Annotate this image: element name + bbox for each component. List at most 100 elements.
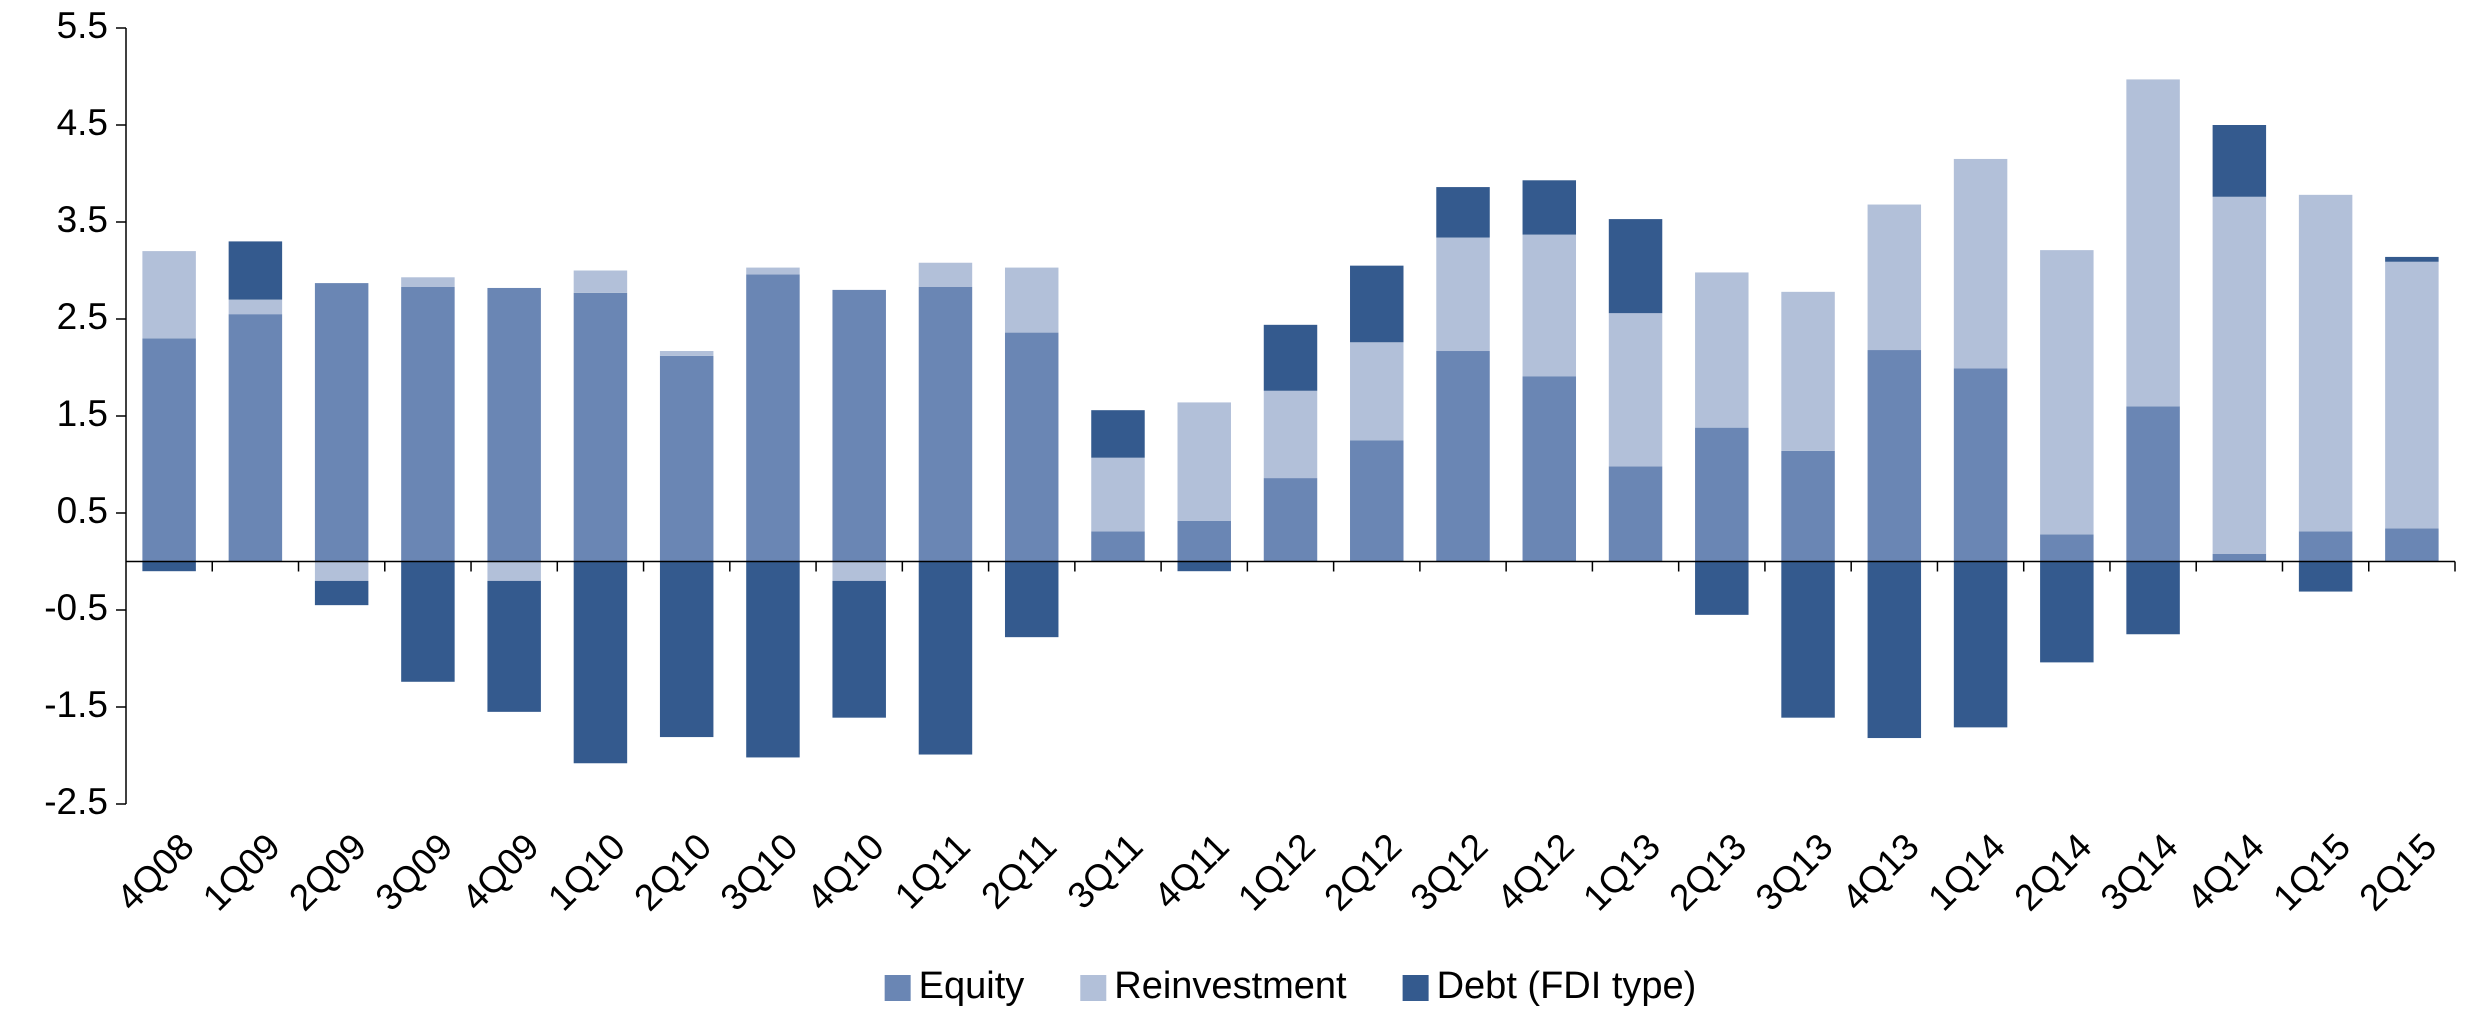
bar-segment [401,277,455,287]
bar-segment [573,561,628,764]
bar-segment [746,561,800,758]
y-tick-label: 0.5 [57,490,108,531]
legend-swatch [1080,975,1107,1001]
bar-segment [142,338,196,562]
bar-segment [832,561,886,581]
x-tick-label: 1Q11 [887,826,978,917]
bar-segment [487,580,541,712]
x-tick-label: 1Q10 [540,826,633,919]
bar-segment [2385,261,2439,529]
y-tick-label: 3.5 [57,199,108,240]
legend: Equity Reinvestment Debt (FDI type) [884,965,1697,1007]
bar-segment [1263,478,1318,562]
x-tick-label: 4Q08 [109,826,202,919]
bar-segment [1522,180,1577,235]
bar-segment [1608,466,1663,562]
x-tick-label: 2Q13 [1661,826,1754,919]
bar-segment [1350,440,1404,562]
bar-segment [1436,237,1490,352]
bar-segment [142,561,196,572]
bar-segment [1781,450,1835,562]
bar-segment [1004,561,1059,638]
bar-segment [2385,256,2439,262]
bar-segment [228,241,283,300]
bar-segment [1091,531,1145,562]
bar-segment [2126,406,2180,562]
bar-segment [1263,390,1318,479]
bar-segment [573,292,628,562]
x-tick-label: 4Q13 [1834,826,1927,919]
bar-segment [659,351,714,356]
bar-segment [1867,204,1922,351]
bar-segment [1177,402,1231,521]
bar-segment [1867,350,1922,562]
x-tick-label: 3Q11 [1059,826,1150,917]
y-tick-label: 1.5 [57,393,108,434]
bar-segment [487,561,541,581]
bar-segment [1608,313,1663,467]
bar-segment [1695,561,1749,615]
bar-segment [832,289,886,562]
bar-segment [2126,79,2180,407]
bar-segment [2212,125,2267,197]
bar-segment [1263,324,1318,391]
x-tick-label: 2Q14 [2006,826,2099,919]
x-tick-label: 1Q13 [1575,826,1668,919]
x-tick-label: 2Q09 [281,826,374,919]
legend-label: Debt (FDI type) [1437,965,1697,1007]
x-tick-label: 3Q09 [367,826,460,919]
legend-swatch [884,975,911,1001]
bar-segment [487,287,541,562]
bar-segment [1953,158,2008,369]
bar-segment [1953,561,2008,728]
bar-segment [1522,376,1577,562]
bar-segment [2212,553,2267,562]
bar-segment [1781,561,1835,718]
bar-segment [918,561,973,755]
bar-segment [1436,187,1490,238]
y-tick-label: 2.5 [57,296,108,337]
bar-segment [1953,368,2008,562]
bar-segment [1695,427,1749,562]
y-tick-label: -2.5 [44,781,108,822]
bar-segment [2385,528,2439,562]
x-tick-label: 2Q15 [2351,826,2444,919]
y-tick-label: -1.5 [44,684,108,725]
bar-segment [659,355,714,562]
x-tick-label: 4Q10 [799,826,892,919]
y-tick-label: 5.5 [57,5,108,46]
bar-segment [832,580,886,718]
bar-segment [142,251,196,339]
bar-segment [228,299,283,315]
bar-segment [1436,351,1490,562]
bar-segment [228,314,283,562]
bar-segment [2040,534,2094,562]
x-tick-label: 3Q13 [1748,826,1841,919]
bar-segment [573,270,628,293]
bar-segment [2212,196,2267,554]
y-tick-label: 4.5 [57,102,108,143]
x-tick-label: 4Q11 [1146,826,1237,917]
x-tick-label: 1Q12 [1230,826,1323,919]
bar-segment [314,561,369,581]
bar-segment [746,267,800,275]
x-tick-label: 2Q12 [1316,826,1409,919]
bar-segment [659,561,714,738]
x-tick-label: 4Q09 [454,826,547,919]
bar-segment [746,274,800,562]
bar-segment [2126,561,2180,635]
bar-segment [918,286,973,562]
bar-segment [2040,561,2094,663]
x-tick-label: 3Q12 [1403,826,1496,919]
bar-segment [1608,219,1663,314]
bar-segment [1177,520,1231,562]
bar-segment [1091,457,1145,532]
bar-segment [2040,250,2094,535]
bar-segment [1004,267,1059,333]
bar-segment [1004,332,1059,562]
bar-segment [1695,272,1749,428]
x-tick-label: 4Q12 [1489,826,1582,919]
bar-segment [1350,265,1404,343]
bar-segment [1522,234,1577,377]
